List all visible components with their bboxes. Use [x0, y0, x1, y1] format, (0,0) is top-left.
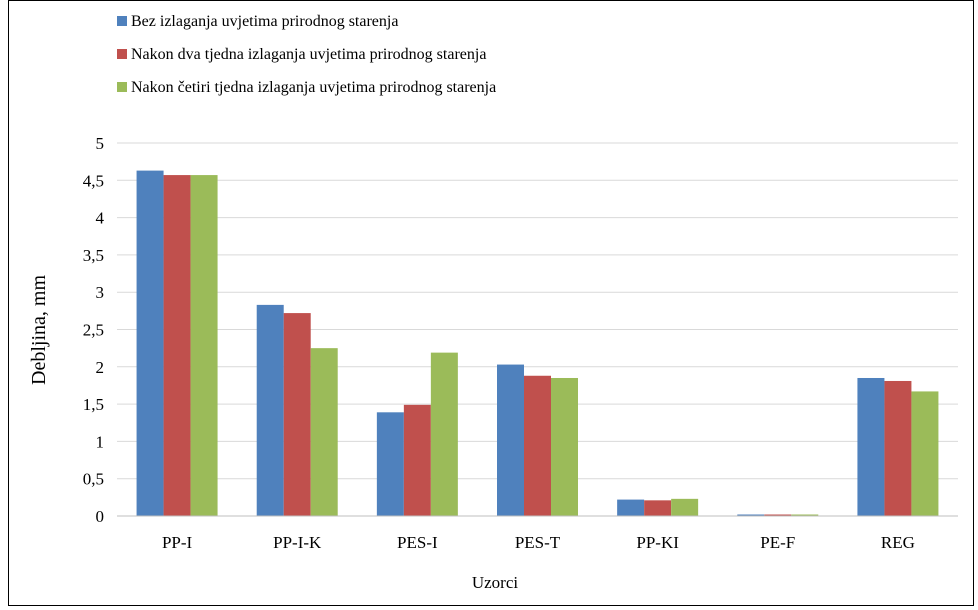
- bars: [136, 170, 939, 517]
- bar: [737, 514, 765, 516]
- y-tick-label: 3: [96, 283, 105, 302]
- bar: [497, 364, 524, 516]
- bar: [430, 352, 458, 516]
- legend: Bez izlaganja uvjetima prirodnog starenj…: [117, 13, 496, 96]
- legend-swatch: [117, 16, 127, 26]
- bar: [764, 514, 792, 516]
- x-tick-label: REG: [881, 533, 915, 552]
- y-tick-label: 0: [96, 507, 105, 526]
- x-tick-label: PP-KI: [636, 533, 679, 552]
- y-tick-label: 5: [96, 134, 105, 153]
- bar: [524, 375, 551, 516]
- bar: [911, 391, 939, 516]
- bar: [884, 380, 912, 516]
- y-tick-label: 2,5: [83, 321, 104, 340]
- x-tick-label: PE-F: [760, 533, 795, 552]
- bar: [190, 175, 218, 516]
- legend-label: Nakon četiri tjedna izlaganja uvjetima p…: [131, 79, 496, 96]
- bar: [791, 514, 819, 516]
- y-tick-label: 4,5: [83, 171, 104, 190]
- bar: [136, 170, 164, 517]
- x-axis-ticks: PP-I PP-I-K PES-I PES-T PP-KI PE-F REG: [162, 533, 915, 552]
- y-axis-label: Debljina, mm: [28, 275, 50, 385]
- bar: [617, 499, 645, 516]
- y-tick-label: 3,5: [83, 246, 104, 265]
- bar: [283, 313, 311, 516]
- x-tick-label: PES-T: [515, 533, 561, 552]
- bar: [163, 175, 191, 516]
- bar: [310, 348, 338, 516]
- y-tick-label: 0,5: [83, 470, 104, 489]
- x-tick-label: PP-I-K: [273, 533, 322, 552]
- bar: [256, 304, 284, 516]
- bar: [644, 500, 672, 516]
- x-tick-label: PES-I: [397, 533, 438, 552]
- legend-label: Bez izlaganja uvjetima prirodnog starenj…: [131, 13, 398, 30]
- bar: [551, 377, 578, 516]
- bar: [671, 498, 699, 516]
- bar: [857, 377, 885, 516]
- x-tick-label: PP-I: [162, 533, 193, 552]
- y-tick-label: 4: [96, 209, 105, 228]
- legend-swatch: [117, 49, 127, 59]
- y-axis-ticks: 0 0,5 1 1,5 2 2,5 3 3,5 4 4,5 5: [83, 134, 105, 526]
- y-tick-label: 1: [96, 432, 105, 451]
- legend-swatch: [117, 82, 127, 92]
- y-tick-label: 2: [96, 358, 105, 377]
- bar: [403, 404, 431, 516]
- y-tick-label: 1,5: [83, 395, 104, 414]
- bar: [376, 412, 404, 516]
- x-axis-label: Uzorci: [472, 573, 519, 592]
- legend-label: Nakon dva tjedna izlaganja uvjetima prir…: [131, 46, 486, 63]
